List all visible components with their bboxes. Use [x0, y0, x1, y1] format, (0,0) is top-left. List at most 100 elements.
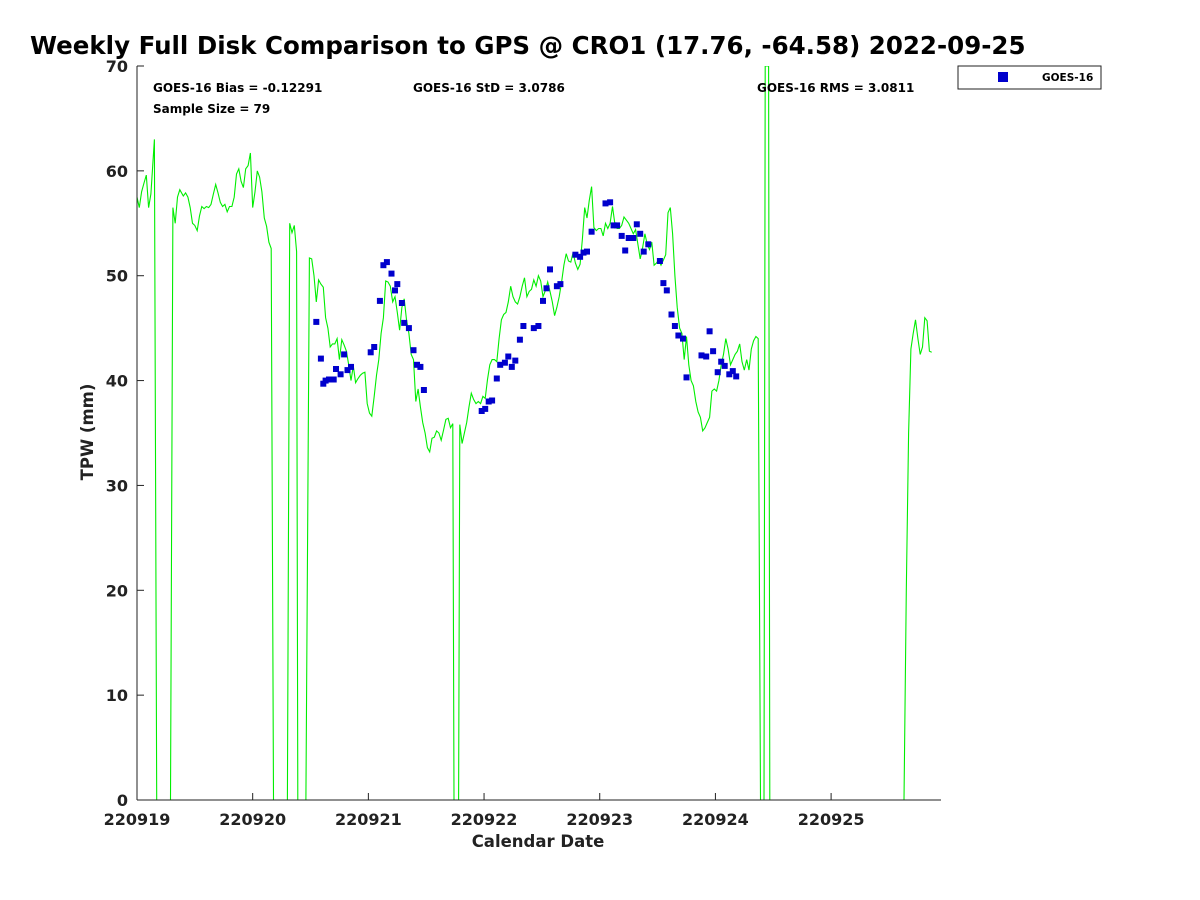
- goes16-point-62: [656, 258, 663, 264]
- goes16-point-60: [640, 248, 647, 255]
- y-tick-label-70: 70: [106, 57, 128, 76]
- goes16-point-68: [680, 335, 686, 342]
- goes16-point-55: [622, 247, 629, 254]
- goes16-point-65: [668, 311, 675, 318]
- goes16-point-59: [637, 230, 644, 237]
- rms-stat: GOES-16 RMS = 3.0811: [757, 81, 914, 95]
- goes16-point-1: [317, 355, 324, 362]
- goes16-point-70: [698, 352, 705, 359]
- y-tick-label-0: 0: [117, 791, 128, 810]
- x-tick-label-5: 220924: [682, 810, 749, 829]
- goes16-point-36: [516, 336, 523, 343]
- goes16-point-72: [706, 328, 713, 335]
- goes16-point-76: [721, 362, 728, 369]
- goes16-point-42: [547, 266, 553, 273]
- x-tick-label-6: 220925: [798, 810, 865, 829]
- std-stat: GOES-16 StD = 3.0786: [413, 81, 565, 95]
- goes16-point-74: [714, 369, 721, 376]
- goes16-point-54: [618, 232, 625, 239]
- goes16-point-67: [675, 332, 682, 339]
- gps-tpw-line-0: [137, 66, 771, 800]
- goes16-point-34: [508, 363, 515, 370]
- y-tick-label-40: 40: [106, 372, 128, 391]
- axes-layer: 0 10 20 30 40 50 60 70 220919 220920 220921 220922 2…: [104, 57, 941, 829]
- goes16-point-77: [726, 371, 733, 378]
- goes16-point-25: [420, 387, 427, 393]
- goes16-point-58: [633, 221, 640, 228]
- goes16-point-5: [330, 376, 337, 383]
- goes16-point-4: [326, 376, 332, 383]
- legend-box: [957, 65, 1102, 90]
- goes16-point-52: [610, 222, 617, 229]
- goes16-point-45: [572, 251, 579, 258]
- goes16-point-27: [482, 405, 489, 412]
- gps-tpw-line-1: [903, 316, 932, 800]
- goes16-point-11: [367, 349, 374, 356]
- goes16-point-32: [501, 359, 508, 366]
- goes16-point-75: [718, 358, 725, 365]
- legend-marker-goes16: [998, 72, 1008, 82]
- y-tick-label-20: 20: [106, 581, 128, 600]
- goes16-point-33: [505, 353, 512, 360]
- goes16-point-38: [530, 325, 537, 332]
- goes16-point-73: [710, 348, 717, 355]
- goes16-point-28: [485, 398, 492, 405]
- goes16-point-22: [410, 347, 417, 354]
- sample-size-stat: Sample Size = 79: [153, 102, 270, 116]
- goes16-point-78: [729, 368, 736, 375]
- goes16-point-13: [376, 297, 383, 304]
- goes16-point-24: [417, 363, 424, 370]
- goes16-point-35: [512, 357, 519, 364]
- goes16-point-17: [392, 287, 398, 294]
- goes16-point-50: [602, 200, 609, 207]
- goes16-point-23: [414, 361, 420, 368]
- series-layer: [137, 66, 932, 800]
- goes16-point-51: [607, 199, 614, 206]
- x-tick-label-4: 220923: [566, 810, 633, 829]
- goes16-point-16: [388, 270, 395, 277]
- goes16-point-12: [371, 344, 378, 350]
- x-tick-label-3: 220922: [451, 810, 518, 829]
- goes16-point-47: [580, 249, 587, 256]
- goes16-point-79: [733, 373, 740, 380]
- plot-area: 0 10 20 30 40 50 60 70 220919 220920 220921 220922 2…: [104, 57, 941, 829]
- goes16-point-69: [683, 374, 690, 381]
- goes16-point-46: [577, 253, 584, 260]
- goes16-point-63: [660, 280, 667, 287]
- goes16-point-31: [497, 361, 504, 368]
- goes16-point-20: [401, 319, 408, 326]
- y-tick-label-60: 60: [106, 162, 128, 181]
- goes16-point-64: [663, 287, 670, 294]
- goes16-point-37: [520, 323, 527, 329]
- goes16-point-29: [489, 397, 496, 404]
- x-tick-label-1: 220920: [219, 810, 286, 829]
- legend-label-goes16: GOES-16: [1042, 72, 1093, 84]
- y-tick-label-10: 10: [106, 686, 128, 705]
- bias-stat: GOES-16 Bias = -0.12291: [153, 81, 322, 95]
- goes16-point-44: [557, 281, 564, 288]
- goes16-point-48: [584, 248, 590, 255]
- y-tick-label-50: 50: [106, 267, 128, 286]
- goes16-point-18: [394, 281, 401, 288]
- goes16-point-6: [333, 366, 339, 372]
- goes16-point-43: [553, 283, 560, 290]
- x-axis-label: Calendar Date: [472, 832, 605, 851]
- goes16-point-3: [322, 377, 329, 384]
- goes16-point-61: [645, 241, 652, 248]
- goes16-point-41: [543, 285, 550, 292]
- goes16-point-53: [614, 222, 621, 229]
- goes16-point-40: [540, 297, 546, 304]
- goes16-point-10: [348, 363, 354, 370]
- goes16-point-26: [478, 408, 485, 414]
- goes16-point-49: [588, 228, 595, 235]
- goes16-point-56: [625, 235, 632, 241]
- goes16-point-21: [405, 325, 412, 332]
- legend: GOES-16: [957, 65, 1102, 90]
- goes16-point-39: [535, 323, 542, 329]
- goes16-point-0: [313, 318, 320, 325]
- goes16-point-15: [383, 259, 390, 266]
- goes16-point-30: [493, 375, 500, 382]
- goes16-point-19: [398, 300, 405, 306]
- chart-title: Weekly Full Disk Comparison to GPS @ CRO…: [30, 31, 1026, 60]
- goes16-point-14: [380, 262, 387, 269]
